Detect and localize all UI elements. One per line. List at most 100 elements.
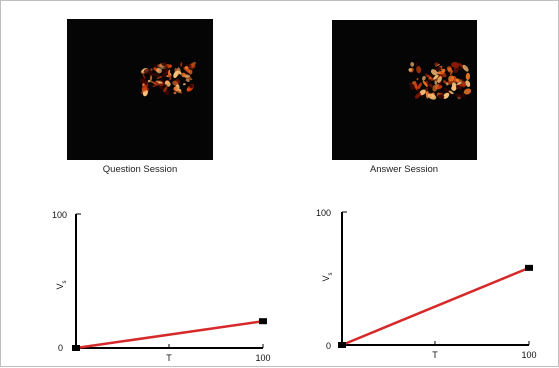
- activation-blob: [173, 70, 179, 78]
- activation-blob: [456, 67, 464, 71]
- x-tick-label-100: 100: [255, 353, 270, 363]
- activation-blob: [461, 80, 467, 87]
- answer-session-caption: Answer Session: [369, 164, 439, 175]
- y-tick-label-0: 0: [326, 341, 331, 351]
- question-session-image: [67, 19, 213, 160]
- activation-blob: [448, 90, 454, 95]
- activation-blob: [143, 68, 153, 75]
- activation-blob: [184, 65, 188, 70]
- series-line-group: [338, 264, 533, 348]
- activation-blob: [161, 63, 166, 66]
- activation-blob: [163, 86, 168, 92]
- activation-blob: [142, 84, 148, 92]
- activation-blob: [458, 78, 466, 81]
- activation-blob: [451, 62, 460, 68]
- activation-blob: [414, 92, 422, 99]
- x-tick-label-t: T: [432, 350, 438, 360]
- answer-activation-map: [408, 62, 472, 100]
- activation-blob: [422, 76, 426, 81]
- activation-blob: [152, 64, 160, 67]
- activation-blob: [189, 83, 194, 89]
- activation-blob: [437, 94, 445, 99]
- activation-blob: [414, 82, 418, 90]
- activation-blob: [142, 83, 145, 86]
- activation-blob: [425, 91, 429, 99]
- x-tick-label-t: T: [166, 353, 172, 363]
- activation-blob: [455, 93, 463, 98]
- activation-blob: [188, 63, 192, 69]
- activation-blob: [434, 66, 442, 72]
- answer-session-image: [332, 20, 477, 160]
- activation-blob: [434, 84, 440, 88]
- activation-blob: [155, 80, 164, 84]
- y-tick-label-0: 0: [58, 343, 63, 353]
- activation-blob: [425, 73, 428, 77]
- activation-blob: [416, 78, 419, 81]
- activation-blob: [409, 83, 415, 90]
- activation-blob: [427, 93, 437, 100]
- activation-blob: [441, 68, 446, 73]
- activation-blob: [426, 74, 431, 79]
- activation-blob: [417, 88, 420, 92]
- activation-blob: [173, 91, 177, 95]
- y-axis-label: Vs: [55, 280, 68, 289]
- activation-blob: [422, 80, 428, 87]
- series-line: [75, 319, 264, 350]
- activation-blob: [419, 89, 426, 96]
- series-line-group: [72, 318, 267, 351]
- activation-blob: [149, 80, 157, 85]
- activation-blob: [178, 70, 182, 75]
- activation-blob: [443, 88, 448, 92]
- activation-blob: [142, 89, 148, 97]
- activation-blob: [416, 65, 422, 74]
- activation-blob: [152, 73, 161, 77]
- data-point-marker: [525, 264, 533, 271]
- data-point-marker: [338, 342, 346, 348]
- activation-blob: [162, 73, 167, 77]
- activation-blob: [182, 83, 186, 86]
- activation-blob: [451, 82, 457, 88]
- activation-blob: [168, 64, 172, 68]
- activation-blob: [462, 92, 465, 98]
- activation-blob: [433, 74, 439, 80]
- activation-blob: [159, 85, 164, 90]
- question-session-caption: Question Session: [102, 164, 178, 175]
- activation-blob: [156, 75, 163, 80]
- data-point-marker: [259, 318, 267, 325]
- activation-blob: [465, 72, 471, 80]
- activation-blob: [188, 69, 193, 75]
- activation-blob: [449, 70, 454, 76]
- activation-blob: [447, 67, 453, 73]
- activation-blob: [181, 72, 186, 78]
- activation-blob: [139, 78, 148, 85]
- y-axis-label: Vs: [321, 272, 334, 281]
- activation-blob: [429, 83, 433, 88]
- activation-blob: [448, 75, 455, 82]
- y-tick-label-100: 100: [316, 208, 331, 218]
- activation-blob: [409, 67, 414, 73]
- activation-blob: [434, 62, 439, 66]
- activation-blob: [147, 79, 151, 83]
- activation-blob: [156, 67, 162, 74]
- activation-blob: [443, 80, 447, 84]
- activation-blob: [150, 68, 153, 71]
- activation-blob: [428, 78, 431, 83]
- x-tick-label-100: 100: [521, 350, 536, 360]
- question-activation-map: [139, 61, 196, 97]
- activation-blob: [462, 64, 469, 72]
- y-tick-label-100: 100: [52, 210, 67, 220]
- data-point-marker: [72, 345, 80, 351]
- activation-blob: [168, 69, 171, 75]
- activation-blob: [445, 82, 449, 86]
- activation-blob: [437, 76, 443, 83]
- activation-blob: [465, 80, 471, 87]
- activation-blob: [148, 73, 154, 77]
- activation-blob: [430, 69, 438, 76]
- activation-blob: [169, 77, 172, 81]
- activation-blob: [162, 65, 169, 74]
- activation-blob: [463, 88, 472, 95]
- activation-blob: [415, 62, 419, 67]
